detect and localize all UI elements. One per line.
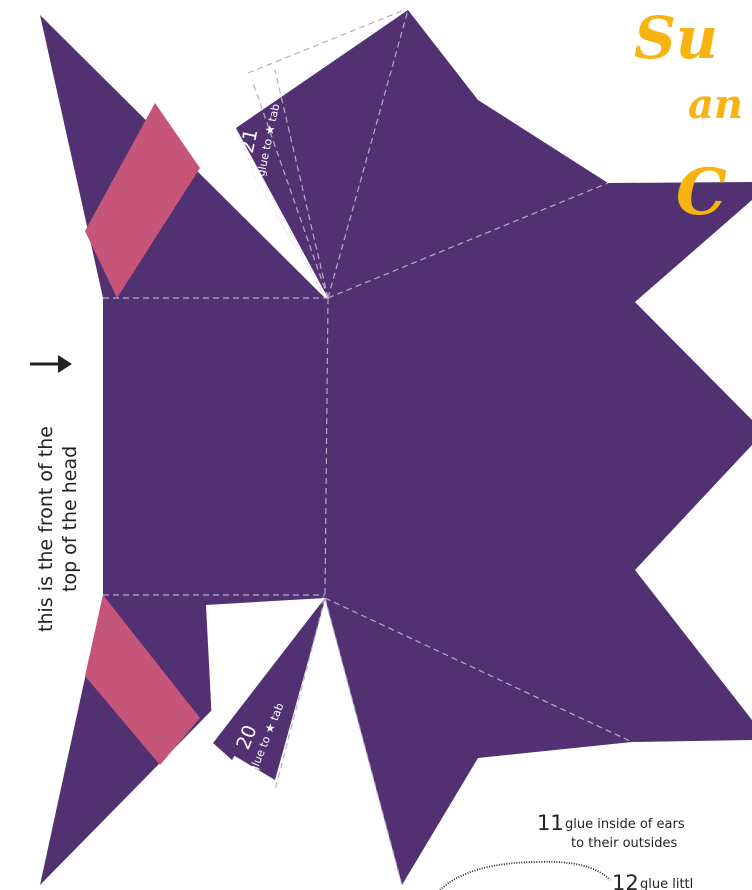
step-12-line1: glue littl: [640, 877, 693, 890]
fold-lines: [103, 9, 633, 886]
title-fragment: Su an C: [634, 4, 743, 230]
tab-21-number: 21: [236, 127, 263, 155]
ear-stripe-bottom: [85, 595, 200, 765]
side-note: this is the front of the top of the head: [35, 426, 81, 632]
title-line2: an: [688, 81, 743, 128]
side-note-line2: top of the head: [59, 446, 81, 592]
title-line1: Su: [634, 4, 718, 72]
side-note-line1: this is the front of the: [35, 426, 57, 632]
tab-20-suffix: tab: [268, 701, 287, 723]
step-11-line1: glue inside of ears: [565, 817, 685, 832]
step-12: 12 glue littl: [612, 871, 693, 890]
center-panel: [103, 298, 328, 595]
ear-outline-curve: [439, 860, 611, 890]
cut-wedge-top: [236, 128, 325, 298]
step-11-line2: to their outsides: [571, 836, 678, 851]
step-11: 11 glue inside of ears to their outsides: [537, 811, 685, 851]
right-arrow-icon: [30, 355, 72, 373]
star-icon: ★: [262, 123, 278, 136]
cut-wedge-bottom: [206, 598, 325, 743]
tab-21-label: 21 glue to ★ tab: [236, 103, 282, 178]
tab-21-suffix: tab: [266, 103, 282, 123]
head-top-net: [40, 10, 752, 885]
title-line3: C: [676, 155, 727, 230]
glue-tab-20: [213, 600, 325, 780]
step-11-number: 11: [537, 811, 564, 835]
ear-stripe-top: [85, 103, 200, 298]
star-icon: ★: [262, 721, 279, 736]
step-12-number: 12: [612, 871, 639, 890]
